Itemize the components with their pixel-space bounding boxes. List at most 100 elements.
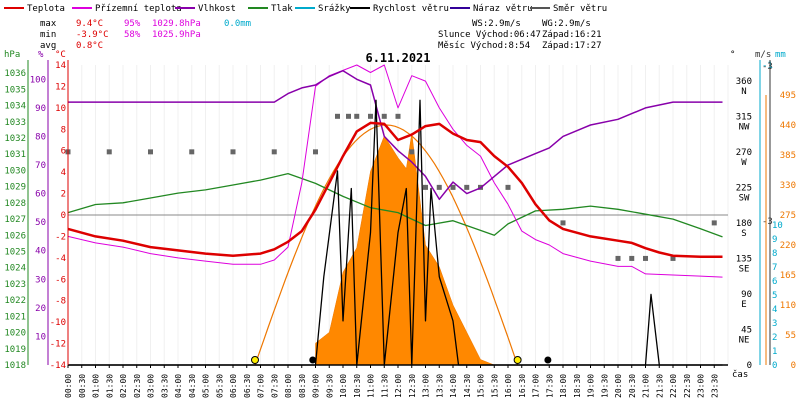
dir-label: SE <box>739 264 750 274</box>
hpa-tick: 1032 <box>4 134 26 144</box>
degc-tick: 8 <box>61 125 66 135</box>
direction-marker <box>560 220 566 226</box>
wm2-tick: 55 <box>785 331 796 341</box>
x-tick-label: 08:00 <box>284 374 293 398</box>
solar-area <box>315 133 495 366</box>
direction-marker <box>148 149 153 155</box>
chart-title: 6.11.2021 <box>365 51 430 65</box>
direction-marker <box>711 220 717 226</box>
degc-tick: -6 <box>55 275 66 285</box>
info-moon-set: Západ:17:27 <box>542 41 602 51</box>
degc-tick: 2 <box>61 190 66 200</box>
pct-tick: 80 <box>35 132 46 142</box>
x-tick-label: 10:00 <box>339 374 348 398</box>
info-sun-set: Západ:16:21 <box>542 30 602 40</box>
x-tick-label: 21:30 <box>655 374 664 398</box>
hpa-tick: 1031 <box>4 150 26 160</box>
x-tick-label: 18:30 <box>573 374 582 398</box>
x-tick-label: 07:30 <box>270 374 279 398</box>
sun-marker <box>513 356 522 364</box>
wm2-tick: 495 <box>780 91 796 101</box>
direction-marker <box>271 149 277 155</box>
deg-tick: 135 <box>736 254 752 264</box>
stat-max-temp: 9.4°C <box>76 19 103 29</box>
x-tick-label: 08:30 <box>298 374 307 398</box>
degc-tick: 0 <box>61 211 66 221</box>
legend: Teplota Přízemní teplota Vlhkost Tlak Srážky… <box>4 4 607 14</box>
mm-tick: -1 <box>762 61 773 71</box>
x-tick-label: 11:30 <box>380 374 389 398</box>
x-tick-label: 22:30 <box>683 374 692 398</box>
x-tick-label: 20:00 <box>614 374 623 398</box>
hpa-tick: 1029 <box>4 183 26 193</box>
degc-tick: -12 <box>50 340 66 350</box>
dir-label: E <box>741 300 746 310</box>
x-tick-label: 14:30 <box>463 374 472 398</box>
deg-tick: 180 <box>736 219 752 229</box>
hpa-tick: 1036 <box>4 69 26 79</box>
x-tick-label: 03:30 <box>160 374 169 398</box>
mm-tick: 5 <box>772 291 777 301</box>
legend-label: Náraz větru <box>473 4 533 14</box>
x-tick-label: 03:00 <box>147 374 156 398</box>
degc-tick: -8 <box>55 297 66 307</box>
hpa-tick: 1020 <box>4 329 26 339</box>
hpa-tick: 1022 <box>4 296 26 306</box>
stat-max-press: 1029.8hPa <box>152 19 201 29</box>
deg-axis-label: ° <box>730 50 735 60</box>
direction-marker <box>505 184 511 190</box>
x-tick-label: 05:00 <box>202 374 211 398</box>
mm-tick: 7 <box>772 263 777 273</box>
legend-label: Vlhkost <box>198 4 236 14</box>
direction-marker <box>423 184 428 190</box>
info-block: WS:2.9m/s WG:2.9m/s Slunce Východ:06:47 … <box>438 19 602 51</box>
x-tick-label: 04:30 <box>188 374 197 398</box>
x-tick-label: 23:30 <box>710 374 719 398</box>
pct-tick: 60 <box>35 190 46 200</box>
direction-marker <box>670 255 676 261</box>
hpa-tick: 1021 <box>4 312 26 322</box>
legend-label: Teplota <box>27 4 65 14</box>
x-tick-label: 20:30 <box>628 374 637 398</box>
x-tick-label: 04:00 <box>174 374 183 398</box>
info-sun-rise: Slunce Východ:06:47 <box>438 30 541 40</box>
hpa-tick: 1018 <box>4 361 26 371</box>
direction-marker <box>354 113 360 119</box>
direction-marker <box>381 113 387 119</box>
mm-tick: 4 <box>772 305 777 315</box>
direction-marker <box>436 184 442 190</box>
pct-tick: 40 <box>35 247 46 257</box>
moon-marker <box>309 356 317 364</box>
deg-tick: 315 <box>736 112 752 122</box>
x-axis-unit: čas <box>732 369 748 380</box>
degc-tick: -4 <box>55 254 66 264</box>
x-tick-label: 00:30 <box>78 374 87 398</box>
hpa-tick: 1033 <box>4 118 26 128</box>
degc-tick: -10 <box>50 318 66 328</box>
stat-max-hum: 95% <box>124 19 141 29</box>
stat-max-label: max <box>40 19 57 29</box>
info-wg: WG:2.9m/s <box>542 19 591 29</box>
wm2-tick: 110 <box>780 301 796 311</box>
info-moon-rise: Měsíc Východ:8:54 <box>438 41 530 51</box>
hpa-tick: 1024 <box>4 264 26 274</box>
x-tick-label: 07:00 <box>257 374 266 398</box>
hpa-tick: 1026 <box>4 231 26 241</box>
direction-marker <box>615 255 621 261</box>
x-tick-label: 09:30 <box>325 374 334 398</box>
dir-label: NW <box>739 122 750 132</box>
deg-tick: 0 <box>747 361 752 371</box>
x-tick-label: 19:00 <box>587 374 596 398</box>
dir-label: NE <box>739 335 750 345</box>
wm2-tick: 385 <box>780 151 796 161</box>
x-tick-label: 21:00 <box>642 374 651 398</box>
axes: hPa1036103510341033103210311030102910281… <box>4 50 796 398</box>
pressure-line <box>67 172 723 238</box>
direction-marker <box>189 149 195 155</box>
dir-label: S <box>741 229 746 239</box>
pct-tick: 20 <box>35 304 46 314</box>
stats-block: max 9.4°C 95% 1029.8hPa 0.0mm min -3.9°C… <box>40 19 251 51</box>
pct-tick: 100 <box>30 75 46 85</box>
degc-axis-label: °C <box>55 50 66 60</box>
